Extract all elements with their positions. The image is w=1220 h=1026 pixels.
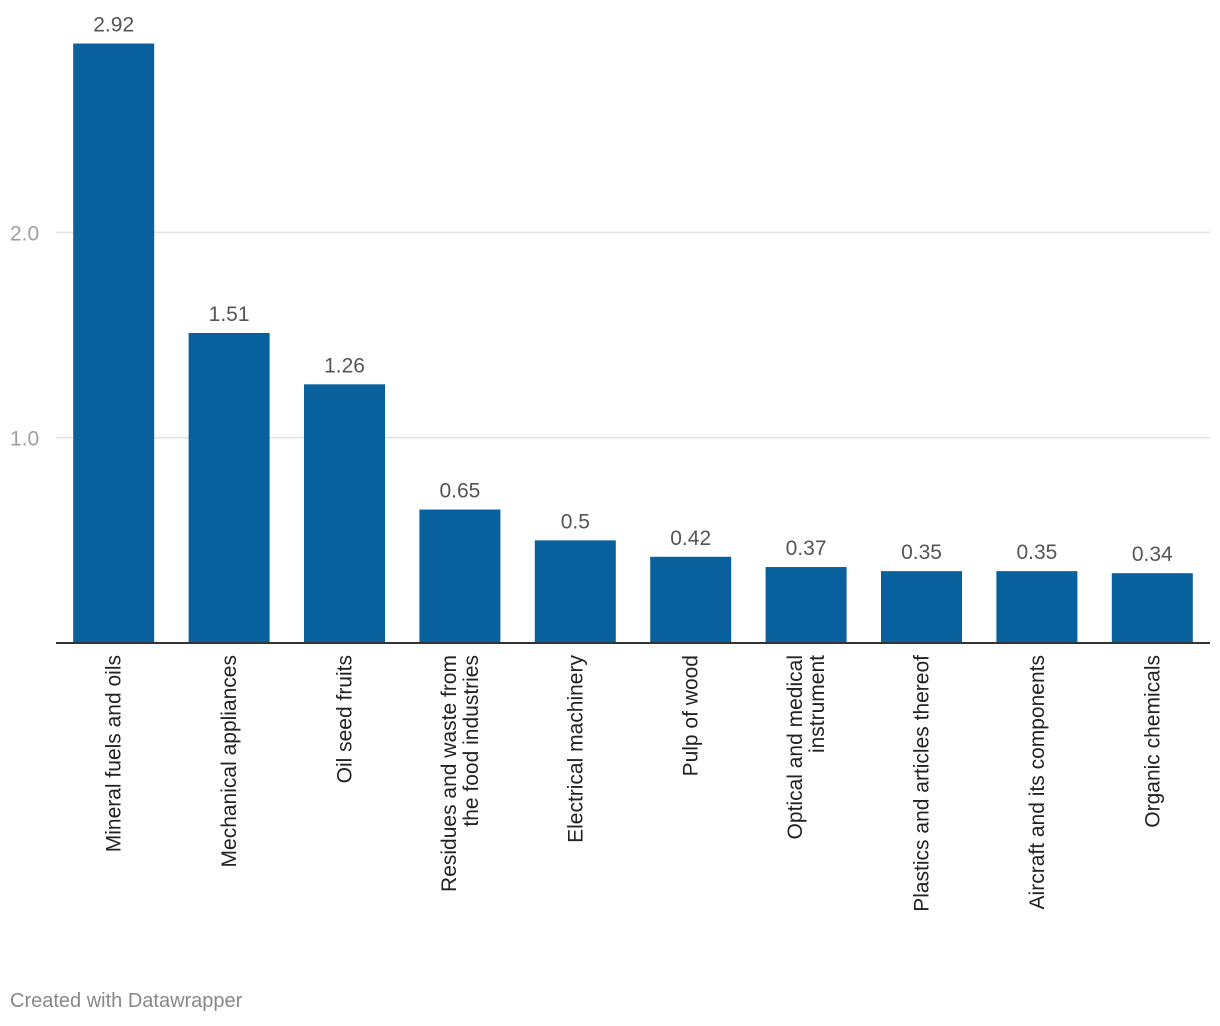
bar — [996, 571, 1078, 643]
value-label: 0.35 — [901, 541, 942, 564]
bar — [765, 567, 847, 643]
bar-chart: 1.0 2.0 2.92 Mineral fuels and oils 1.51 Mech… — [10, 14, 1210, 912]
bar — [188, 332, 270, 643]
value-label: 0.65 — [439, 480, 480, 503]
category-label: Electrical machinery — [564, 655, 587, 843]
value-label: 1.26 — [324, 354, 365, 377]
value-label: 1.51 — [209, 303, 250, 326]
y-tick-label: 1.0 — [10, 428, 39, 451]
category-label: instrument — [806, 655, 829, 753]
value-label: 2.92 — [93, 14, 134, 37]
category-label: the food industries — [460, 655, 483, 827]
category-label: Plastics and articles thereof — [911, 655, 934, 912]
value-label: 0.34 — [1132, 543, 1173, 566]
bar — [534, 540, 616, 643]
bar — [73, 43, 155, 644]
category-label: Residues and waste from — [438, 655, 461, 892]
value-label: 0.5 — [561, 510, 590, 533]
value-label: 0.37 — [786, 537, 827, 560]
bar — [881, 571, 962, 643]
category-label: Pulp of wood — [680, 655, 703, 776]
bar — [304, 384, 385, 643]
category-label: Mechanical appliances — [218, 655, 241, 867]
value-label: 0.35 — [1016, 541, 1057, 564]
credit-text: Created with Datawrapper — [10, 990, 243, 1012]
category-label: Mineral fuels and oils — [103, 655, 126, 852]
bar — [650, 556, 732, 643]
bar — [419, 509, 501, 643]
category-label: Oil seed fruits — [334, 655, 357, 783]
category-label: Optical and medical — [784, 655, 807, 839]
bar — [1111, 573, 1193, 643]
y-tick-label: 2.0 — [10, 222, 39, 245]
value-label: 0.42 — [670, 527, 711, 550]
category-label: Organic chemicals — [1141, 655, 1164, 828]
category-label: Aircraft and its components — [1026, 655, 1049, 909]
